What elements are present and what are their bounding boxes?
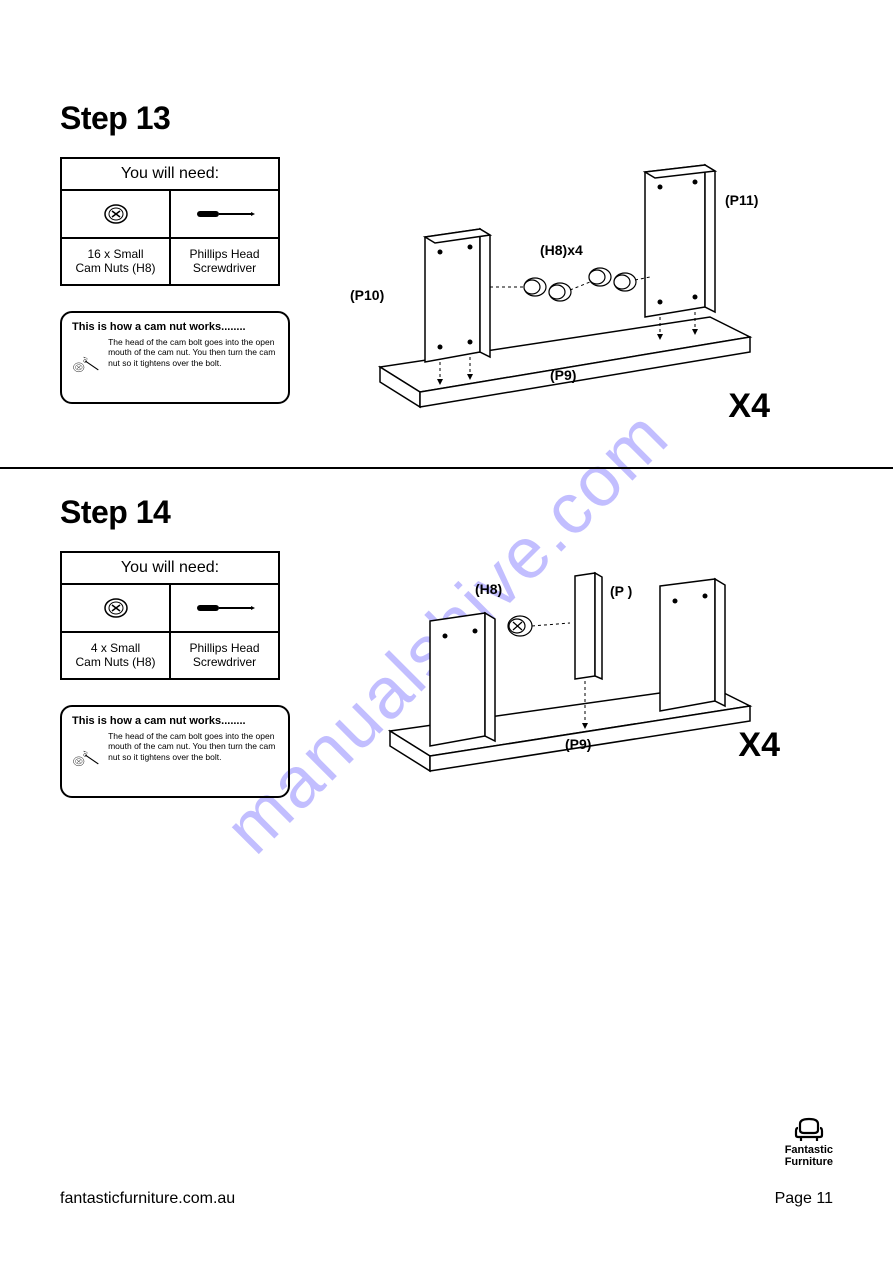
label-p11: (P11) — [725, 192, 758, 208]
item2-label: Phillips Head Screwdriver — [171, 633, 278, 678]
cam-info-title: This is how a cam nut works........ — [72, 321, 278, 333]
footer: fantasticfurniture.com.au Page 11 — [60, 1190, 833, 1208]
brand-logo: Fantastic Furniture — [785, 1116, 833, 1168]
footer-page: Page 11 — [775, 1190, 833, 1208]
step14-diagram: (H8) (P ) (P9) X4 — [340, 551, 780, 791]
cam-nut-icon — [62, 191, 171, 237]
need-header: You will need: — [62, 159, 278, 191]
item1-label: 4 x Small Cam Nuts (H8) — [62, 633, 171, 678]
step14-multiplier: X4 — [738, 726, 780, 765]
brand-line1: Fantastic — [785, 1144, 833, 1156]
label-p10: (P10) — [350, 287, 384, 303]
step13-multiplier: X4 — [728, 387, 770, 426]
cam-info-text: The head of the cam bolt goes into the o… — [108, 337, 278, 369]
step13-title: Step 13 — [60, 100, 833, 137]
screwdriver-icon — [171, 585, 278, 631]
item1-label: 16 x Small Cam Nuts (H8) — [62, 239, 171, 284]
step13-need-table: You will need: — [60, 157, 280, 286]
page-content: Step 13 You will need: — [60, 100, 833, 1183]
step14-need-table: You will need: — [60, 551, 280, 680]
item2-label: Phillips Head Screwdriver — [171, 239, 278, 284]
cam-nut-icon — [62, 585, 171, 631]
brand-line2: Furniture — [785, 1156, 833, 1168]
divider — [0, 467, 893, 469]
cam-diagram-icon — [72, 731, 102, 786]
label-h8: (H8) — [475, 581, 502, 597]
step-14: Step 14 You will need: — [60, 494, 833, 798]
step13-cam-info: This is how a cam nut works........ — [60, 311, 290, 404]
cam-info-text: The head of the cam bolt goes into the o… — [108, 731, 278, 763]
label-p: (P ) — [610, 583, 632, 599]
step14-cam-info: This is how a cam nut works........ — [60, 705, 290, 798]
label-p9: (P9) — [550, 367, 576, 383]
screwdriver-icon — [171, 191, 278, 237]
need-header: You will need: — [62, 553, 278, 585]
cam-info-title: This is how a cam nut works........ — [72, 715, 278, 727]
cam-diagram-icon — [72, 337, 102, 392]
label-p9: (P9) — [565, 736, 591, 752]
footer-url: fantasticfurniture.com.au — [60, 1190, 235, 1208]
label-h8: (H8)x4 — [540, 242, 583, 258]
step-13: Step 13 You will need: — [60, 100, 833, 437]
step14-title: Step 14 — [60, 494, 833, 531]
step13-diagram: (P10) (P11) (H8)x4 (P9) X4 — [340, 157, 780, 437]
